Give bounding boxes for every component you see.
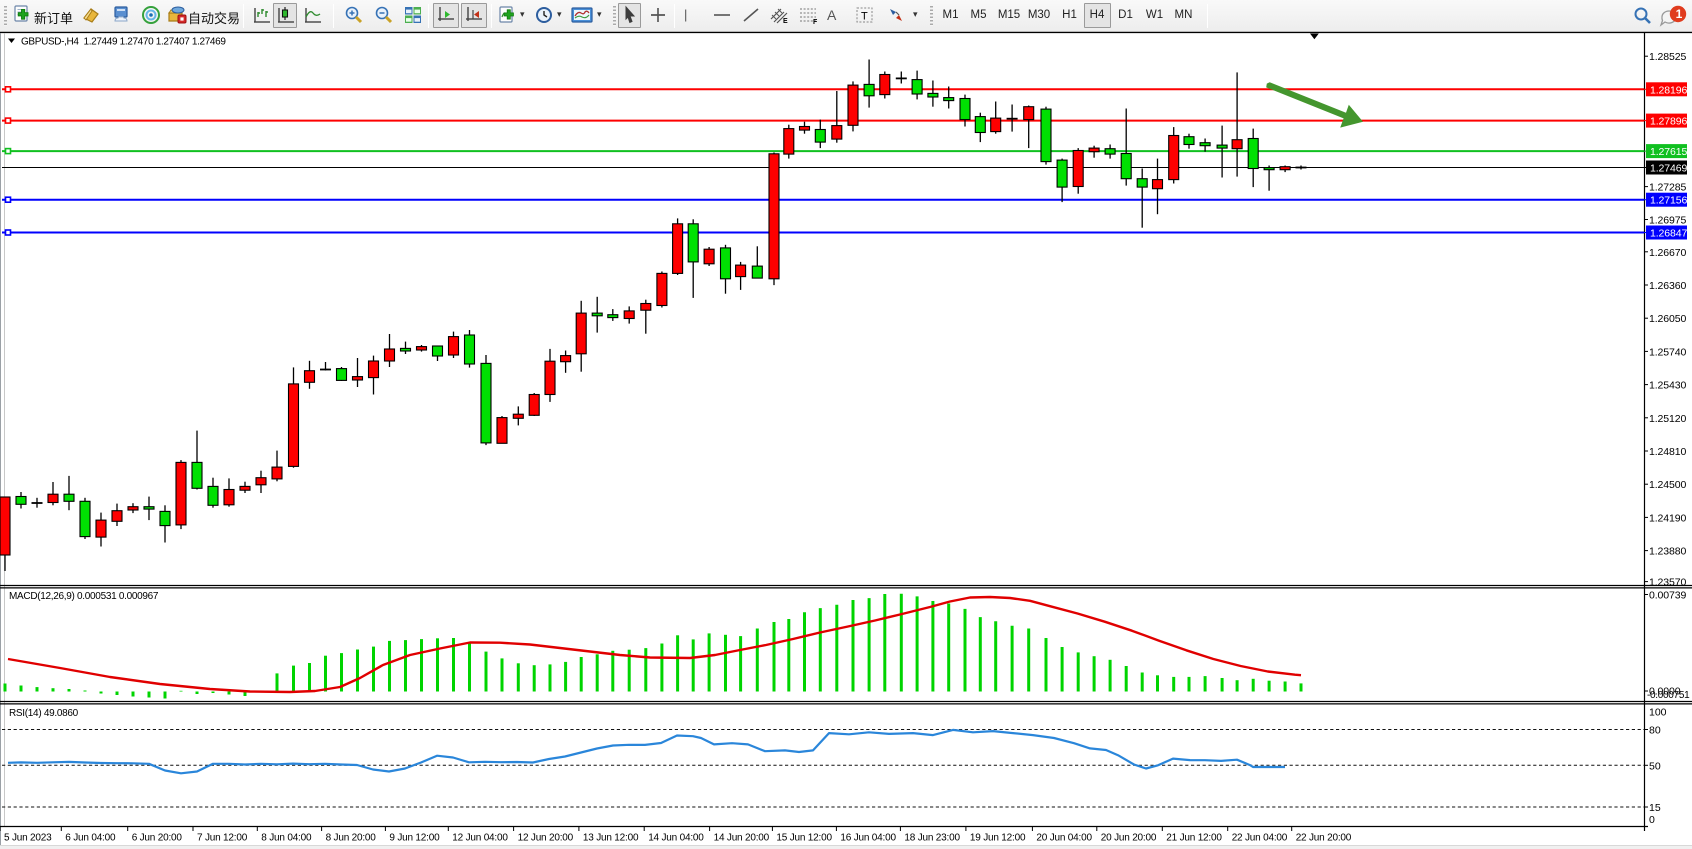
svg-text:F: F bbox=[813, 19, 818, 25]
svg-text:0.00739: 0.00739 bbox=[1649, 590, 1687, 602]
svg-text:21 Jun 12:00: 21 Jun 12:00 bbox=[1166, 833, 1222, 844]
svg-text:6 Jun 04:00: 6 Jun 04:00 bbox=[65, 833, 116, 844]
svg-text:9 Jun 12:00: 9 Jun 12:00 bbox=[389, 833, 440, 844]
svg-text:22 Jun 20:00: 22 Jun 20:00 bbox=[1296, 833, 1352, 844]
svg-text:MACD(12,26,9) 0.000531 0.00096: MACD(12,26,9) 0.000531 0.000967 bbox=[9, 591, 159, 602]
svg-text:1.24500: 1.24500 bbox=[1649, 479, 1687, 491]
svg-text:16 Jun 04:00: 16 Jun 04:00 bbox=[840, 833, 896, 844]
svg-text:RSI(14) 49.0860: RSI(14) 49.0860 bbox=[9, 708, 79, 719]
svg-text:20 Jun 20:00: 20 Jun 20:00 bbox=[1101, 833, 1157, 844]
svg-text:1.23570: 1.23570 bbox=[1649, 577, 1687, 589]
svg-text:15 Jun 12:00: 15 Jun 12:00 bbox=[776, 833, 832, 844]
svg-text:1: 1 bbox=[1676, 7, 1683, 21]
svg-text:80: 80 bbox=[1649, 725, 1661, 737]
svg-text:0: 0 bbox=[1649, 814, 1655, 826]
svg-text:1.28196: 1.28196 bbox=[1650, 84, 1688, 96]
svg-text:8 Jun 04:00: 8 Jun 04:00 bbox=[261, 833, 312, 844]
svg-text:T: T bbox=[861, 11, 868, 23]
svg-text:1.25740: 1.25740 bbox=[1649, 346, 1687, 358]
svg-text:18 Jun 23:00: 18 Jun 23:00 bbox=[904, 833, 960, 844]
svg-text:1.27469: 1.27469 bbox=[1650, 163, 1688, 175]
svg-text:1.26050: 1.26050 bbox=[1649, 313, 1687, 325]
svg-text:1.23880: 1.23880 bbox=[1649, 546, 1687, 558]
svg-text:14 Jun 20:00: 14 Jun 20:00 bbox=[714, 833, 770, 844]
svg-text:5 Jun 2023: 5 Jun 2023 bbox=[4, 833, 52, 844]
svg-text:22 Jun 04:00: 22 Jun 04:00 bbox=[1232, 833, 1288, 844]
svg-text:1.26670: 1.26670 bbox=[1649, 247, 1687, 259]
svg-text:1.26847: 1.26847 bbox=[1650, 228, 1688, 240]
svg-text:1.27156: 1.27156 bbox=[1650, 195, 1688, 207]
svg-text:1.27896: 1.27896 bbox=[1650, 116, 1688, 128]
svg-text:8 Jun 20:00: 8 Jun 20:00 bbox=[326, 833, 377, 844]
svg-text:1.25430: 1.25430 bbox=[1649, 380, 1687, 392]
svg-text:GBPUSD-,H4 1.27449 1.27470 1.: GBPUSD-,H4 1.27449 1.27470 1.27407 1.274… bbox=[21, 37, 226, 48]
svg-text:13 Jun 12:00: 13 Jun 12:00 bbox=[583, 833, 639, 844]
svg-text:1.26975: 1.26975 bbox=[1649, 215, 1687, 227]
svg-text:12 Jun 04:00: 12 Jun 04:00 bbox=[452, 833, 508, 844]
svg-text:1.27285: 1.27285 bbox=[1649, 182, 1687, 194]
svg-text:1.28525: 1.28525 bbox=[1649, 51, 1687, 63]
svg-text:7 Jun 12:00: 7 Jun 12:00 bbox=[197, 833, 248, 844]
svg-text:12 Jun 20:00: 12 Jun 20:00 bbox=[518, 833, 574, 844]
svg-text:6 Jun 20:00: 6 Jun 20:00 bbox=[132, 833, 183, 844]
svg-text:1.25120: 1.25120 bbox=[1649, 413, 1687, 425]
svg-text:19 Jun 12:00: 19 Jun 12:00 bbox=[970, 833, 1026, 844]
svg-text:1.24810: 1.24810 bbox=[1649, 446, 1687, 458]
svg-text:15: 15 bbox=[1649, 802, 1661, 814]
svg-text:1.24190: 1.24190 bbox=[1649, 512, 1687, 524]
svg-text:1.27615: 1.27615 bbox=[1650, 146, 1688, 158]
svg-text:100: 100 bbox=[1649, 707, 1667, 719]
svg-text:-0.000751: -0.000751 bbox=[1647, 690, 1690, 701]
svg-text:14 Jun 04:00: 14 Jun 04:00 bbox=[648, 833, 704, 844]
svg-text:E: E bbox=[783, 18, 788, 25]
svg-text:1.26360: 1.26360 bbox=[1649, 280, 1687, 292]
svg-text:20 Jun 04:00: 20 Jun 04:00 bbox=[1036, 833, 1092, 844]
svg-text:0.0000: 0.0000 bbox=[1649, 686, 1681, 698]
svg-text:50: 50 bbox=[1649, 760, 1661, 772]
